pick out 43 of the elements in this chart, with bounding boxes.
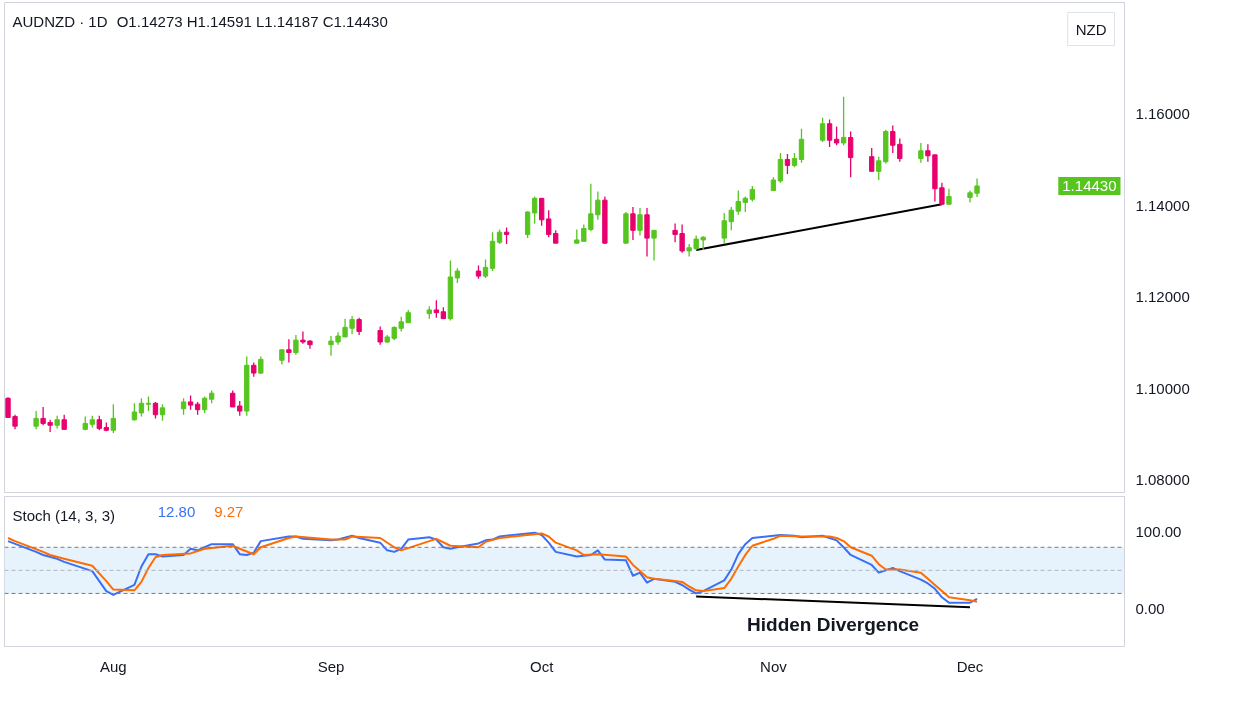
candlestick — [847, 130, 854, 178]
annotation: 9.27 — [214, 502, 244, 520]
candlestick — [798, 128, 805, 164]
y-tick-label: 1.08000 — [1135, 471, 1190, 489]
candlestick — [651, 229, 657, 262]
x-tick-label: Nov — [760, 657, 788, 675]
candlestick — [819, 117, 826, 143]
text: Stoch (14, 3, 3) — [12, 506, 116, 524]
candlestick — [110, 403, 117, 434]
x-tick-label: Dec — [956, 657, 984, 675]
y-tick-label: 1.16000 — [1135, 105, 1190, 123]
candlestick — [286, 338, 292, 364]
y-tick-label: 1.14000 — [1135, 196, 1190, 214]
candlestick — [826, 118, 833, 148]
candlestick — [524, 210, 531, 239]
candlestick — [840, 96, 847, 146]
candlestick — [637, 207, 643, 237]
y-tick-label: 0.00 — [1135, 599, 1165, 617]
candlestick — [630, 206, 636, 241]
candlestick — [918, 142, 924, 164]
candlestick — [869, 147, 875, 172]
annotation: 12.80 — [157, 502, 196, 520]
x-tick-label: Aug — [100, 657, 127, 675]
candlestick — [777, 152, 784, 184]
candlestick — [482, 258, 489, 279]
candlestick — [784, 153, 791, 175]
x-tick-label: Sep — [317, 657, 345, 675]
candlestick — [293, 334, 299, 356]
y-tick-label: 1.10000 — [1135, 379, 1190, 397]
candlestick — [644, 207, 650, 258]
annotation: NZD — [1075, 20, 1107, 38]
candlestick — [377, 325, 383, 346]
text: O1.14273 H1.14591 L1.14187 C1.14430 — [116, 12, 388, 30]
candlestick — [531, 195, 538, 225]
candlestick — [833, 125, 840, 146]
text: AUDNZD · 1D — [12, 12, 108, 30]
annotation: Hidden Divergence — [747, 613, 920, 635]
candlestick — [33, 410, 39, 431]
x-tick-label: Oct — [530, 657, 555, 675]
candlestick — [138, 397, 145, 418]
y-tick-label: 1.12000 — [1135, 288, 1190, 306]
annotation: 1.14430 — [1062, 176, 1117, 194]
y-tick-label: 100.00 — [1135, 522, 1182, 540]
